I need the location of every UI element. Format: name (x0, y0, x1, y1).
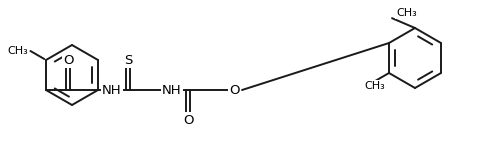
Text: NH: NH (102, 83, 122, 97)
Text: CH₃: CH₃ (8, 46, 29, 56)
Text: S: S (124, 53, 132, 66)
Text: O: O (183, 114, 193, 127)
Text: O: O (63, 53, 73, 66)
Text: CH₃: CH₃ (396, 8, 417, 18)
Text: O: O (229, 83, 239, 97)
Text: NH: NH (162, 83, 181, 97)
Text: CH₃: CH₃ (365, 81, 386, 91)
